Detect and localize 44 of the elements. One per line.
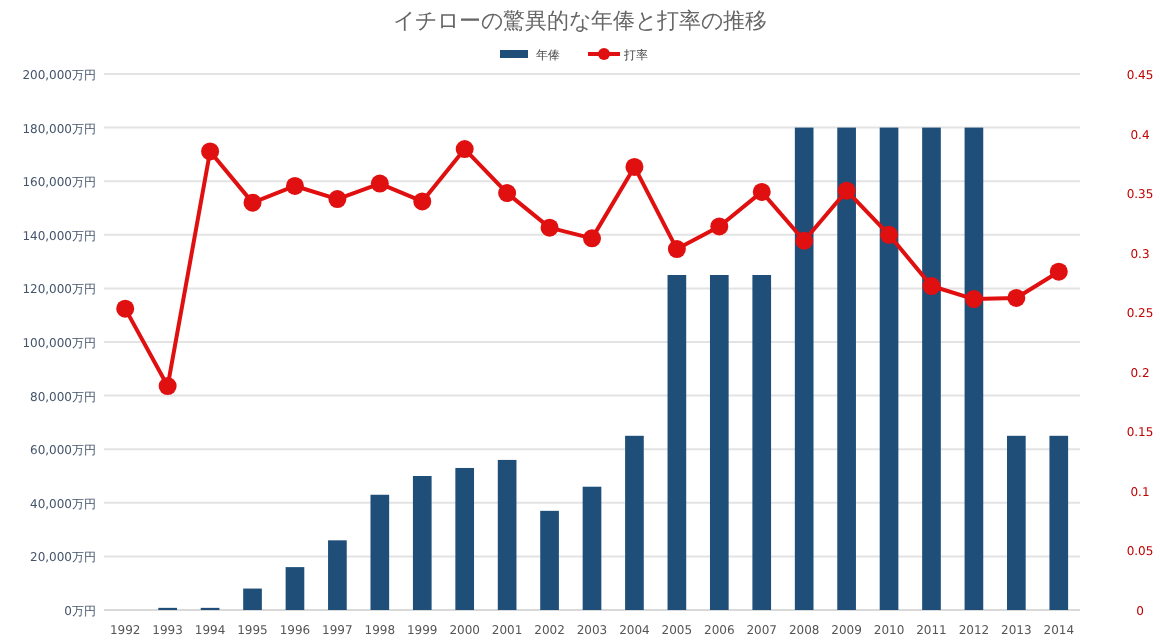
bar	[497, 459, 517, 610]
bar	[243, 588, 262, 610]
point	[752, 182, 771, 201]
chart-title: イチローの驚異的な年俸と打率の推移	[393, 8, 767, 34]
point	[880, 225, 899, 244]
point	[710, 217, 729, 236]
point	[116, 299, 135, 318]
point	[413, 192, 432, 211]
point	[540, 218, 559, 237]
bar	[667, 275, 687, 610]
point	[243, 193, 262, 212]
bar	[582, 486, 602, 610]
bar	[625, 435, 644, 610]
point	[201, 142, 220, 161]
bar	[328, 540, 347, 610]
bar	[752, 275, 772, 610]
point	[837, 181, 856, 200]
point	[1049, 262, 1068, 281]
point	[285, 176, 304, 195]
point	[795, 231, 814, 250]
bar	[879, 127, 899, 610]
point	[667, 240, 686, 259]
point	[1007, 288, 1026, 307]
bar	[370, 494, 390, 610]
point	[158, 377, 177, 396]
bar	[1049, 435, 1069, 610]
bar	[1007, 435, 1026, 610]
point	[370, 174, 389, 193]
point	[583, 229, 601, 248]
bar	[922, 127, 941, 610]
bar	[455, 467, 475, 610]
bar	[794, 127, 814, 610]
bar	[540, 510, 559, 610]
bar	[964, 127, 984, 610]
bar	[837, 127, 856, 610]
bar	[412, 476, 432, 610]
point	[328, 190, 347, 209]
bar	[285, 567, 305, 610]
point	[625, 157, 644, 176]
point	[964, 290, 983, 309]
point	[455, 140, 474, 159]
point	[498, 184, 517, 203]
bar	[709, 275, 729, 610]
point	[922, 277, 941, 296]
